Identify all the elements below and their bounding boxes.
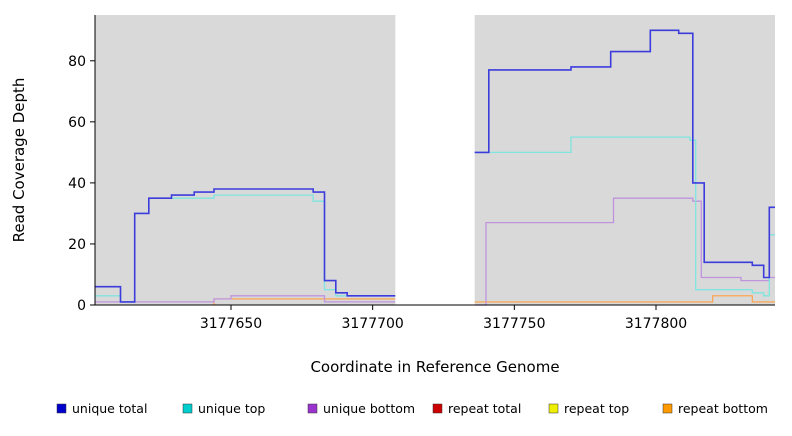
x-tick-label: 3177700 <box>341 316 403 332</box>
series-unique-top <box>474 136 775 297</box>
legend-swatch-unique-total <box>56 403 67 414</box>
legend-label-repeat-total: repeat total <box>448 401 521 416</box>
legend: unique total unique top unique bottom repea… <box>56 401 768 416</box>
legend-swatch-unique-top <box>182 403 193 414</box>
y-axis-label: Read Coverage Depth <box>10 78 28 243</box>
x-tick-label: 3177800 <box>625 316 687 332</box>
legend-item-unique-bottom: unique bottom <box>307 401 415 416</box>
legend-swatch-repeat-bottom <box>662 403 673 414</box>
plot-area: 3177650 3177700 3177750 3177800 0 20 40 60 80 <box>68 15 775 332</box>
series-repeat-bottom <box>474 295 775 303</box>
x-tick-label: 3177750 <box>483 316 545 332</box>
gap-region <box>395 15 475 305</box>
legend-item-repeat-total: repeat total <box>432 401 521 416</box>
series-unique-total <box>95 188 396 303</box>
series-unique-total <box>474 29 775 279</box>
legend-label-unique-total: unique total <box>72 401 147 416</box>
legend-swatch-repeat-top <box>548 403 559 414</box>
x-axis-label: Coordinate in Reference Genome <box>310 358 559 376</box>
legend-label-repeat-bottom: repeat bottom <box>678 401 768 416</box>
legend-label-unique-top: unique top <box>198 401 265 416</box>
legend-label-unique-bottom: unique bottom <box>323 401 415 416</box>
series-unique-bottom <box>474 197 775 306</box>
legend-item-unique-top: unique top <box>182 401 265 416</box>
legend-swatch-repeat-total <box>432 403 443 414</box>
y-tick-label: 80 <box>68 54 86 70</box>
legend-item-repeat-top: repeat top <box>548 401 629 416</box>
legend-label-repeat-top: repeat top <box>564 401 629 416</box>
series-unique-bottom <box>95 295 396 303</box>
legend-item-repeat-bottom: repeat bottom <box>662 401 768 416</box>
y-tick-label: 0 <box>77 298 86 314</box>
legend-item-unique-total: unique total <box>56 401 147 416</box>
y-tick-label: 40 <box>68 176 86 192</box>
y-tick-label: 20 <box>68 237 86 253</box>
x-tick-label: 3177650 <box>200 316 262 332</box>
y-tick-label: 60 <box>68 115 86 131</box>
legend-swatch-unique-bottom <box>307 403 318 414</box>
